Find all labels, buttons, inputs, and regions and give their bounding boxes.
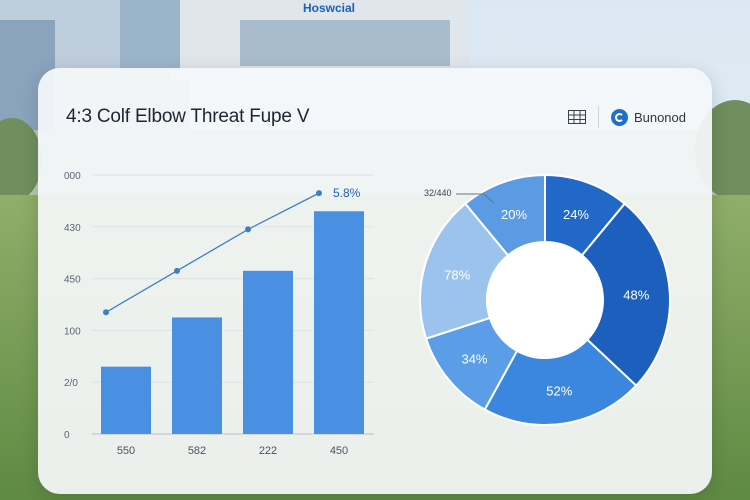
donut-slice-label: 78%: [444, 267, 470, 282]
donut-slice: [580, 202, 671, 387]
callout-label: 32/440: [424, 188, 452, 198]
dashboard-card: 4:3 Colf Elbow Threat Fupe V Bunonod 0 2/…: [38, 68, 712, 494]
y-tick-label: 2/0: [64, 378, 78, 389]
bar: [172, 317, 222, 434]
building-sign: Hoswcial: [302, 1, 356, 15]
bar: [101, 366, 151, 434]
brand-logo-icon: [610, 108, 628, 126]
header-actions: Bunonod: [567, 106, 686, 128]
brand-label: Bunonod: [633, 109, 686, 125]
x-tick-label: 222: [259, 445, 277, 457]
y-tick-label: 000: [64, 171, 81, 182]
table-icon[interactable]: [567, 110, 586, 124]
bar: [243, 270, 293, 434]
x-tick-label: 582: [188, 445, 206, 457]
trend-end-label: 5.8%: [333, 186, 361, 200]
divider: [597, 106, 599, 128]
donut-slice: [419, 202, 510, 340]
page-title: 4:3 Colf Elbow Threat Fupe V: [66, 106, 310, 127]
trend-point: [316, 190, 322, 197]
donut-hole: [488, 243, 602, 357]
donut-slice-label: 48%: [623, 287, 649, 302]
donut-slice-label: 20%: [501, 207, 527, 222]
callout-line: [456, 193, 495, 204]
trend-point: [103, 309, 109, 316]
y-tick-label: 100: [64, 326, 81, 337]
donut-slice-label: 52%: [546, 383, 572, 398]
bar: [314, 211, 364, 434]
trend-line: [105, 192, 320, 313]
y-tick-label: 430: [64, 223, 81, 234]
trend-point: [174, 267, 180, 274]
brand-button[interactable]: Bunonod: [610, 108, 686, 126]
y-tick-label: 450: [64, 275, 81, 286]
donut-slice-label: 24%: [563, 207, 589, 222]
donut-slice-label: 34%: [461, 351, 487, 366]
y-tick-label: 0: [64, 430, 70, 441]
donut-slice: [483, 338, 638, 426]
trend-point: [245, 226, 251, 233]
bar-chart: 0 2/0 100 450 430 000 5.8% 550 582 222 450 24% 48…: [64, 171, 671, 457]
x-tick-label: 550: [117, 445, 135, 457]
x-tick-label: 450: [330, 445, 348, 457]
